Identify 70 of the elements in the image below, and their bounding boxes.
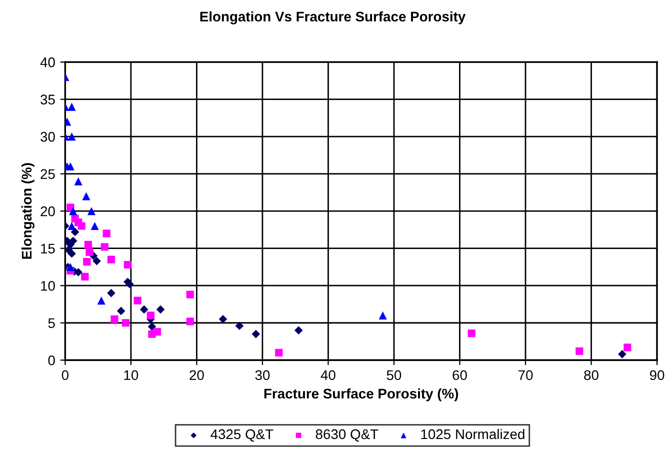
x-tick-label: 70 — [518, 370, 533, 380]
point — [624, 344, 632, 352]
point — [235, 322, 244, 330]
x-tick-label: 50 — [386, 370, 402, 380]
y-tick-label: 5 — [48, 318, 55, 328]
y-tick-label: 40 — [40, 57, 55, 68]
x-tick-label: 20 — [190, 370, 204, 380]
point — [92, 256, 101, 266]
point — [74, 177, 82, 186]
point — [576, 347, 584, 355]
x-tick-label: 10 — [124, 370, 138, 380]
y-tick-label: 35 — [40, 94, 55, 104]
point — [468, 330, 476, 338]
y-tick-label: 25 — [40, 169, 55, 180]
point — [90, 222, 99, 230]
point — [110, 315, 118, 323]
point — [81, 272, 89, 280]
x-tick-label: 30 — [255, 370, 270, 380]
point — [378, 311, 387, 320]
point — [78, 222, 86, 230]
chart-title: Elongation Vs Fracture Surface Porosity — [200, 11, 466, 24]
point — [275, 348, 283, 356]
y-tick-label: 0 — [48, 355, 55, 366]
point — [68, 102, 76, 111]
y-tick-label: 30 — [40, 132, 55, 142]
point — [68, 132, 76, 141]
point — [107, 288, 116, 298]
point — [153, 328, 162, 336]
point — [66, 162, 74, 170]
x-tick-label: 90 — [650, 370, 664, 380]
point — [122, 319, 130, 327]
point — [69, 207, 78, 216]
y-tick-label: 15 — [41, 244, 55, 254]
y-tick-label: 10 — [41, 280, 55, 291]
point — [83, 258, 91, 266]
point — [97, 296, 106, 305]
point — [156, 305, 165, 314]
point — [218, 314, 228, 324]
point — [294, 326, 303, 334]
point — [68, 222, 76, 230]
point — [252, 330, 260, 338]
point — [100, 243, 108, 251]
point — [86, 248, 94, 256]
point — [102, 230, 110, 238]
x-tick-label: 80 — [584, 370, 598, 380]
point — [140, 305, 148, 314]
x-tick-label: 0 — [62, 370, 68, 380]
x-tick-label: 40 — [320, 370, 336, 380]
legend-label: 4325 Q&T — [210, 429, 274, 442]
point — [186, 318, 194, 326]
x-tick-label: 60 — [452, 370, 467, 380]
point — [70, 228, 80, 236]
y-axis-title: Elongation (%) — [21, 163, 34, 259]
point — [66, 262, 74, 272]
point — [146, 312, 154, 320]
point — [116, 306, 126, 316]
point — [87, 207, 96, 216]
y-tick-label: 20 — [40, 206, 55, 216]
legend-label: 1025 Normalized — [421, 428, 524, 440]
point — [68, 249, 76, 258]
point — [82, 192, 90, 200]
x-axis-title: Fracture Surface Porosity (%) — [264, 388, 458, 402]
point — [618, 350, 626, 358]
point — [84, 240, 92, 248]
point — [124, 260, 132, 269]
point — [134, 296, 142, 304]
point — [186, 290, 194, 298]
point — [148, 322, 156, 331]
point — [107, 256, 116, 264]
legend-label: 8630 Q&T — [316, 429, 378, 442]
